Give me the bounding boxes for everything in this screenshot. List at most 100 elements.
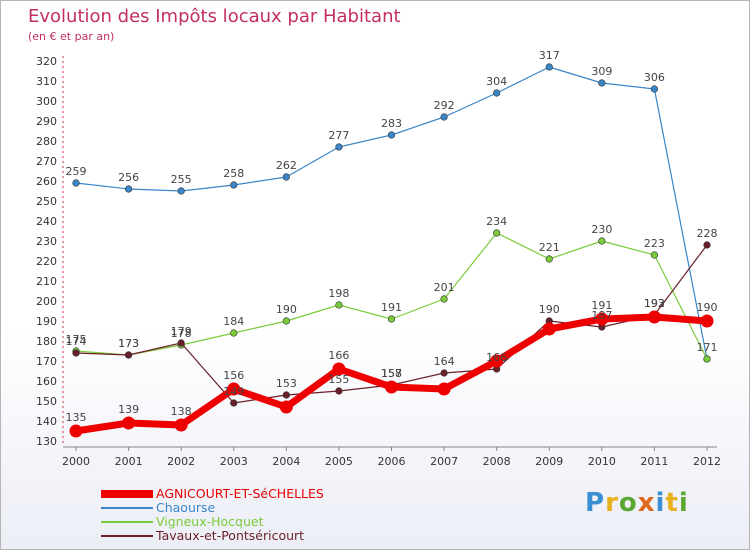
y-tick-label: 270 bbox=[36, 155, 57, 168]
chart-subtitle: (en € et par an) bbox=[28, 30, 115, 43]
data-point-tavaux-et-ponts-ricourt bbox=[335, 387, 343, 395]
x-tick-label: 2012 bbox=[693, 455, 721, 468]
data-point-chaourse bbox=[598, 79, 606, 87]
logo-letter: r bbox=[605, 488, 619, 518]
data-label-tavaux-et-ponts-ricourt: 190 bbox=[539, 303, 560, 316]
proxiti-logo: Proxiti bbox=[585, 488, 689, 518]
data-label-vigneux-hocquet: 173 bbox=[118, 337, 139, 350]
logo-letter: i bbox=[678, 488, 689, 518]
legend-swatch bbox=[101, 507, 153, 509]
data-label-chaourse: 258 bbox=[223, 167, 244, 180]
data-label-vigneux-hocquet: 178 bbox=[171, 327, 192, 340]
data-label-agnicourt-et-s-chelles: 166 bbox=[328, 349, 349, 362]
y-tick-label: 250 bbox=[36, 195, 57, 208]
data-point-tavaux-et-ponts-ricourt bbox=[282, 391, 290, 399]
data-point-chaourse bbox=[282, 173, 290, 181]
data-point-tavaux-et-ponts-ricourt bbox=[440, 369, 448, 377]
x-tick-label: 2000 bbox=[62, 455, 90, 468]
data-label-tavaux-et-ponts-ricourt: 174 bbox=[66, 335, 87, 348]
data-point-vigneux-hocquet bbox=[335, 301, 343, 309]
data-point-tavaux-et-ponts-ricourt bbox=[124, 351, 133, 359]
data-point-chaourse bbox=[545, 63, 553, 71]
x-tick-label: 2003 bbox=[220, 455, 248, 468]
data-point-agnicourt-et-s-chelles bbox=[69, 424, 83, 438]
data-point-agnicourt-et-s-chelles bbox=[647, 310, 661, 324]
data-point-vigneux-hocquet bbox=[598, 237, 606, 245]
y-tick-label: 210 bbox=[36, 275, 57, 288]
data-point-agnicourt-et-s-chelles bbox=[490, 354, 504, 368]
data-label-agnicourt-et-s-chelles: 191 bbox=[591, 299, 612, 312]
data-label-chaourse: 306 bbox=[644, 71, 665, 84]
data-label-vigneux-hocquet: 223 bbox=[644, 237, 665, 250]
data-label-vigneux-hocquet: 171 bbox=[697, 341, 718, 354]
y-tick-label: 280 bbox=[36, 135, 57, 148]
data-label-chaourse: 309 bbox=[591, 65, 612, 78]
data-point-chaourse bbox=[650, 85, 659, 93]
data-point-vigneux-hocquet bbox=[440, 295, 448, 303]
data-point-agnicourt-et-s-chelles bbox=[279, 400, 293, 414]
legend-swatch bbox=[101, 535, 153, 537]
data-point-vigneux-hocquet bbox=[230, 329, 238, 337]
y-tick-label: 300 bbox=[36, 95, 57, 108]
data-label-tavaux-et-ponts-ricourt: 149 bbox=[223, 385, 244, 398]
data-label-agnicourt-et-s-chelles: 190 bbox=[697, 301, 718, 314]
data-label-vigneux-hocquet: 190 bbox=[276, 303, 297, 316]
data-label-chaourse: 292 bbox=[434, 99, 455, 112]
data-label-vigneux-hocquet: 230 bbox=[591, 223, 612, 236]
x-tick-label: 2010 bbox=[588, 455, 616, 468]
data-label-vigneux-hocquet: 184 bbox=[223, 315, 244, 328]
data-label-agnicourt-et-s-chelles: 156 bbox=[223, 369, 244, 382]
series-line-vigneux-hocquet bbox=[75, 232, 708, 360]
y-tick-label: 220 bbox=[36, 255, 57, 268]
y-tick-label: 130 bbox=[36, 435, 57, 448]
data-label-vigneux-hocquet: 191 bbox=[381, 301, 402, 314]
line-chart: 130 140 150 160 170 180 190 200 210 220 230 240 250 2… bbox=[36, 49, 721, 468]
x-tick-label: 2005 bbox=[325, 455, 353, 468]
y-tick-label: 310 bbox=[36, 75, 57, 88]
logo-letter: t bbox=[665, 488, 679, 518]
y-tick-label: 150 bbox=[36, 395, 57, 408]
data-point-chaourse bbox=[230, 181, 238, 189]
legend-label: AGNICOURT-ET-SéCHELLES bbox=[156, 486, 324, 501]
y-tick-label: 320 bbox=[36, 55, 57, 68]
data-label-vigneux-hocquet: 201 bbox=[434, 281, 455, 294]
data-label-vigneux-hocquet: 234 bbox=[486, 215, 507, 228]
legend-swatch bbox=[101, 521, 153, 523]
x-tick-label: 2001 bbox=[115, 455, 143, 468]
data-point-tavaux-et-ponts-ricourt bbox=[230, 399, 238, 407]
data-point-tavaux-et-ponts-ricourt bbox=[177, 339, 185, 347]
logo-letter: P bbox=[585, 488, 606, 518]
data-label-tavaux-et-ponts-ricourt: 164 bbox=[434, 355, 455, 368]
data-label-vigneux-hocquet: 175 bbox=[66, 333, 87, 346]
data-label-tavaux-et-ponts-ricourt: 179 bbox=[171, 325, 192, 338]
data-point-vigneux-hocquet bbox=[545, 255, 553, 263]
data-point-agnicourt-et-s-chelles bbox=[227, 382, 241, 396]
y-tick-label: 290 bbox=[36, 115, 57, 128]
data-label-vigneux-hocquet: 221 bbox=[539, 241, 560, 254]
y-tick-label: 240 bbox=[36, 215, 57, 228]
data-label-tavaux-et-ponts-ricourt: 228 bbox=[697, 227, 718, 240]
x-tick-label: 2004 bbox=[272, 455, 300, 468]
data-label-tavaux-et-ponts-ricourt: 173 bbox=[118, 337, 139, 350]
data-point-vigneux-hocquet bbox=[282, 317, 290, 325]
data-label-tavaux-et-ponts-ricourt: 153 bbox=[276, 377, 297, 390]
data-label-agnicourt-et-s-chelles: 135 bbox=[66, 411, 87, 424]
x-tick-label: 2006 bbox=[378, 455, 406, 468]
data-label-tavaux-et-ponts-ricourt: 158 bbox=[381, 367, 402, 380]
data-label-tavaux-et-ponts-ricourt: 155 bbox=[328, 373, 349, 386]
x-tick-label: 2009 bbox=[535, 455, 563, 468]
data-label-agnicourt-et-s-chelles: 192 bbox=[644, 297, 665, 310]
data-point-tavaux-et-ponts-ricourt bbox=[72, 349, 80, 357]
data-label-chaourse: 304 bbox=[486, 75, 507, 88]
data-point-agnicourt-et-s-chelles bbox=[332, 362, 346, 376]
data-point-vigneux-hocquet bbox=[650, 251, 659, 259]
data-point-tavaux-et-ponts-ricourt bbox=[703, 241, 711, 249]
data-point-chaourse bbox=[72, 179, 80, 187]
data-point-agnicourt-et-s-chelles bbox=[595, 312, 609, 326]
data-point-chaourse bbox=[177, 187, 185, 195]
logo-letter: i bbox=[655, 488, 666, 518]
data-point-agnicourt-et-s-chelles bbox=[174, 418, 188, 432]
data-point-agnicourt-et-s-chelles bbox=[385, 380, 398, 394]
